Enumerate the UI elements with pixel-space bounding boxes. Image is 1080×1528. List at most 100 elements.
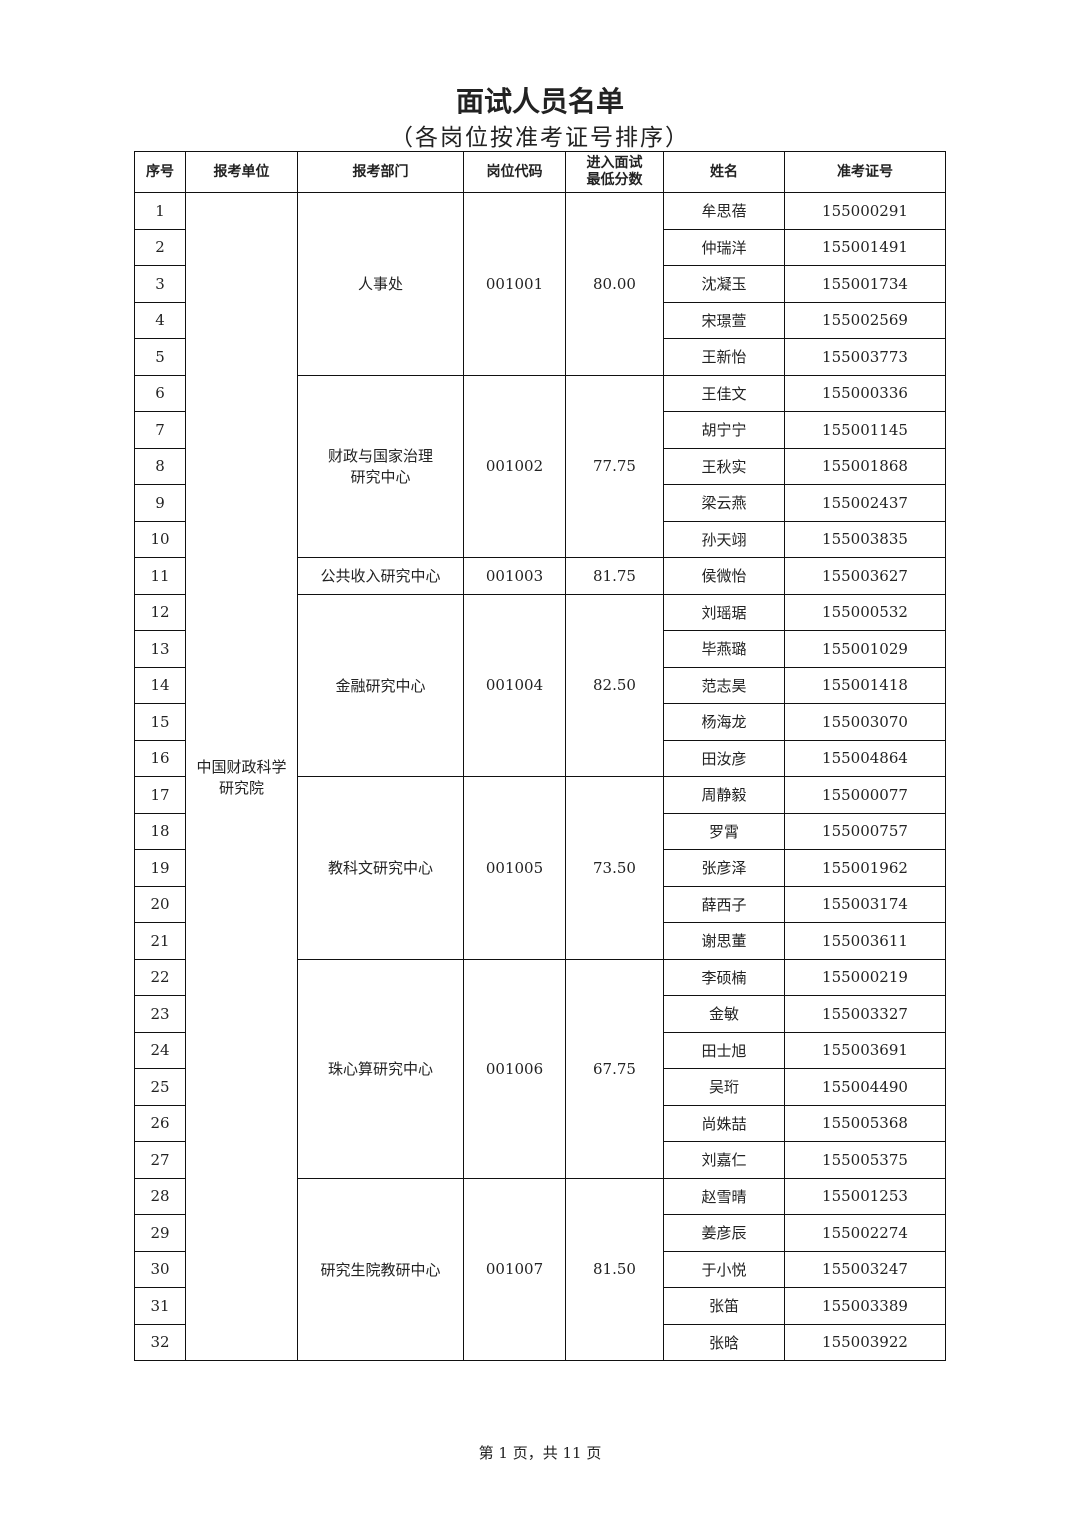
row-number: 21 xyxy=(134,922,186,960)
ticket-number-cell: 155003247 xyxy=(784,1250,946,1288)
department-cell: 公共收入研究中心 xyxy=(297,557,464,595)
name-cell: 胡宁宁 xyxy=(663,411,785,449)
min-score-cell: 67.75 xyxy=(565,958,664,1179)
row-number: 11 xyxy=(134,557,186,595)
ticket-number-cell: 155003691 xyxy=(784,1031,946,1069)
name-cell: 宋璟萱 xyxy=(663,301,785,339)
row-number: 22 xyxy=(134,958,186,996)
ticket-number-cell: 155001734 xyxy=(784,265,946,303)
table-row: 13 毕燕璐 155001029 xyxy=(134,630,946,668)
column-header: 报考单位 xyxy=(185,151,298,193)
ticket-number-cell: 155000532 xyxy=(784,593,946,631)
position-code-cell: 001006 xyxy=(463,958,566,1179)
name-cell: 王佳文 xyxy=(663,374,785,412)
row-number: 23 xyxy=(134,995,186,1033)
row-number: 1 xyxy=(134,192,186,230)
min-score-cell: 80.00 xyxy=(565,192,664,376)
page-subtitle: （各岗位按准考证号排序） xyxy=(390,125,690,151)
name-cell: 姜彦辰 xyxy=(663,1214,785,1252)
name-cell: 周静毅 xyxy=(663,776,785,814)
row-number: 19 xyxy=(134,849,186,887)
row-number: 16 xyxy=(134,739,186,777)
ticket-number-cell: 155005368 xyxy=(784,1104,946,1142)
table-row: 16 田汝彦 155004864 xyxy=(134,739,946,777)
row-number: 27 xyxy=(134,1141,186,1179)
ticket-number-cell: 155004864 xyxy=(784,739,946,777)
table-row: 5 王新怡 155003773 xyxy=(134,338,946,376)
ticket-number-cell: 155003773 xyxy=(784,338,946,376)
name-cell: 谢思董 xyxy=(663,922,785,960)
min-score-cell: 81.50 xyxy=(565,1177,664,1361)
table-row: 22 珠心算研究中心 001006 67.75 李硕楠 155000219 xyxy=(134,958,946,1179)
ticket-number-cell: 155003627 xyxy=(784,557,946,595)
table-row: 23 金敏 155003327 xyxy=(134,995,946,1033)
ticket-number-cell: 155002569 xyxy=(784,301,946,339)
ticket-number-cell: 155003070 xyxy=(784,703,946,741)
table-row: 28 研究生院教研中心 001007 81.50 赵雪晴 155001253 xyxy=(134,1177,946,1361)
name-cell: 田汝彦 xyxy=(663,739,785,777)
ticket-number-cell: 155001491 xyxy=(784,228,946,266)
name-cell: 王新怡 xyxy=(663,338,785,376)
unit-cell: 中国财政科学 研究院 xyxy=(185,192,298,1361)
table-row: 20 薛西子 155003174 xyxy=(134,885,946,923)
min-score-cell: 73.50 xyxy=(565,776,664,960)
row-number: 10 xyxy=(134,520,186,558)
min-score-cell: 82.50 xyxy=(565,593,664,777)
ticket-number-cell: 155005375 xyxy=(784,1141,946,1179)
name-cell: 范志昊 xyxy=(663,666,785,704)
ticket-number-cell: 155000757 xyxy=(784,812,946,850)
ticket-number-cell: 155000291 xyxy=(784,192,946,230)
table-row: 18 罗霄 155000757 xyxy=(134,812,946,850)
name-cell: 沈凝玉 xyxy=(663,265,785,303)
ticket-number-cell: 155001962 xyxy=(784,849,946,887)
ticket-number-cell: 155002274 xyxy=(784,1214,946,1252)
row-number: 17 xyxy=(134,776,186,814)
table-row: 1 中国财政科学 研究院 人事处 001001 80.00 牟思蓓 155000291 xyxy=(134,192,946,1361)
table-header-row: 序号 报考单位 报考部门 岗位代码 进入面试 最低分数 姓名 准考证号 xyxy=(134,151,946,193)
table-row: 32 张晗 155003922 xyxy=(134,1323,946,1361)
position-code-cell: 001005 xyxy=(463,776,566,960)
name-cell: 薛西子 xyxy=(663,885,785,923)
name-cell: 张晗 xyxy=(663,1323,785,1361)
column-header: 进入面试 最低分数 xyxy=(565,151,664,193)
name-cell: 罗霄 xyxy=(663,812,785,850)
row-number: 7 xyxy=(134,411,186,449)
department-cell: 金融研究中心 xyxy=(297,593,464,777)
name-cell: 刘嘉仁 xyxy=(663,1141,785,1179)
ticket-number-cell: 155003835 xyxy=(784,520,946,558)
page-footer: 第 1 页，共 11 页 xyxy=(478,1444,602,1462)
min-score-cell: 81.75 xyxy=(565,557,664,595)
column-header: 序号 xyxy=(134,151,186,193)
position-code-cell: 001004 xyxy=(463,593,566,777)
name-cell: 梁云燕 xyxy=(663,484,785,522)
row-number: 20 xyxy=(134,885,186,923)
name-cell: 刘瑶琚 xyxy=(663,593,785,631)
position-code-cell: 001001 xyxy=(463,192,566,376)
table-row: 31 张笛 155003389 xyxy=(134,1287,946,1325)
table-row: 17 教科文研究中心 001005 73.50 周静毅 155000077 xyxy=(134,776,946,960)
name-cell: 杨海龙 xyxy=(663,703,785,741)
row-number: 18 xyxy=(134,812,186,850)
department-cell: 教科文研究中心 xyxy=(297,776,464,960)
position-code-cell: 001003 xyxy=(463,557,566,595)
ticket-number-cell: 155003611 xyxy=(784,922,946,960)
row-number: 25 xyxy=(134,1068,186,1106)
row-number: 12 xyxy=(134,593,186,631)
name-cell: 牟思蓓 xyxy=(663,192,785,230)
position-code-cell: 001002 xyxy=(463,374,566,558)
name-cell: 王秋实 xyxy=(663,447,785,485)
row-number: 5 xyxy=(134,338,186,376)
table-row: 2 仲瑞洋 155001491 xyxy=(134,228,946,266)
table-row: 29 姜彦辰 155002274 xyxy=(134,1214,946,1252)
ticket-number-cell: 155001029 xyxy=(784,630,946,668)
table-row: 21 谢思董 155003611 xyxy=(134,922,946,960)
name-cell: 仲瑞洋 xyxy=(663,228,785,266)
name-cell: 孙天翊 xyxy=(663,520,785,558)
ticket-number-cell: 155001868 xyxy=(784,447,946,485)
row-number: 13 xyxy=(134,630,186,668)
ticket-number-cell: 155000336 xyxy=(784,374,946,412)
row-number: 6 xyxy=(134,374,186,412)
name-cell: 张彦泽 xyxy=(663,849,785,887)
row-number: 26 xyxy=(134,1104,186,1142)
name-cell: 赵雪晴 xyxy=(663,1177,785,1215)
